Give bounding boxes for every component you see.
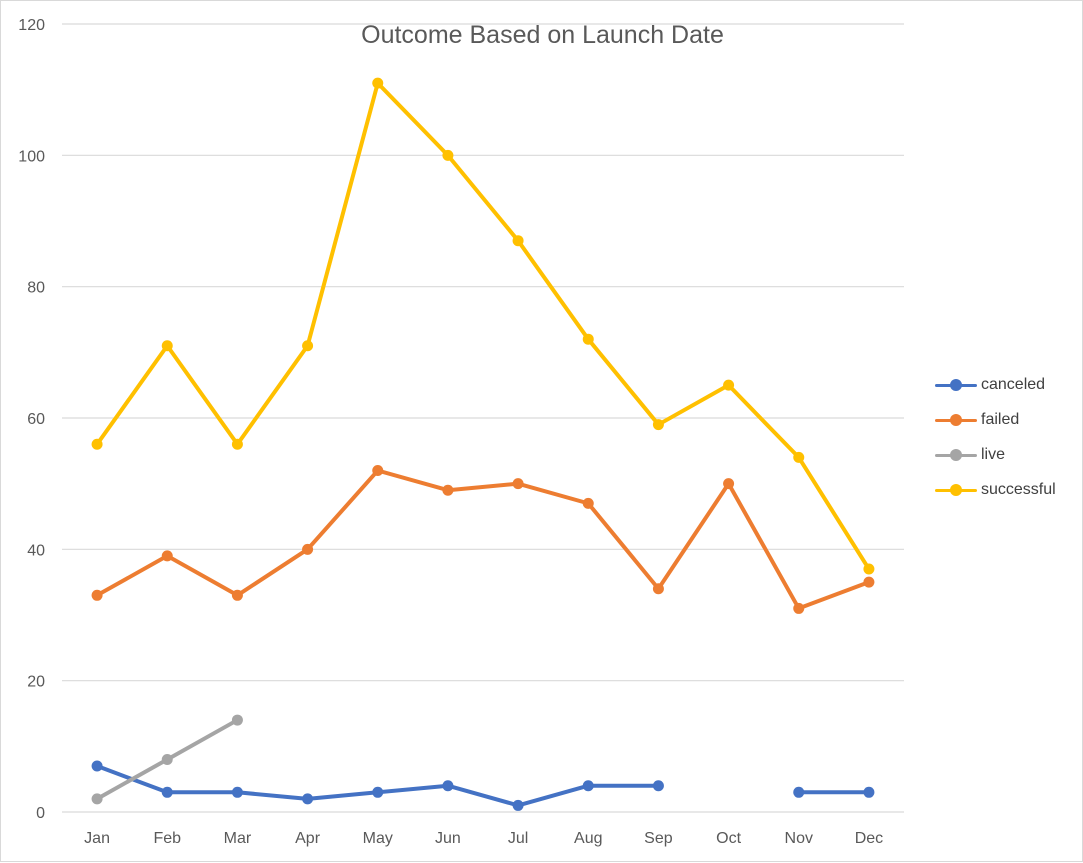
data-point — [231, 589, 243, 601]
data-point — [863, 786, 875, 798]
x-tick-label: Feb — [153, 830, 181, 847]
data-point — [512, 235, 524, 247]
data-point — [161, 786, 173, 798]
data-point — [442, 149, 454, 161]
x-tick-label: Jan — [84, 830, 110, 847]
y-tick-label: 120 — [18, 17, 45, 34]
series-line — [95, 468, 871, 611]
data-point — [723, 478, 735, 490]
legend-label: successful — [981, 480, 1056, 498]
data-point — [372, 465, 384, 477]
gridlines — [62, 23, 904, 813]
x-tick-label: May — [363, 830, 393, 847]
series-live — [91, 714, 243, 805]
data-point — [91, 793, 103, 805]
x-tick-label: Nov — [785, 830, 813, 847]
legend-item-live: live — [933, 437, 1078, 472]
x-tick-label: Aug — [574, 830, 602, 847]
data-point — [652, 419, 664, 431]
data-point — [652, 780, 664, 792]
y-tick-label: 80 — [27, 280, 45, 297]
x-tick-label: Mar — [224, 830, 252, 847]
data-point — [91, 589, 103, 601]
data-point — [652, 583, 664, 595]
data-point — [161, 753, 173, 765]
legend-item-canceled: canceled — [933, 367, 1078, 402]
data-point — [302, 543, 314, 555]
data-point — [512, 799, 524, 811]
series-line — [95, 81, 871, 572]
chart-title: Outcome Based on Launch Date — [361, 21, 724, 49]
data-point — [793, 451, 805, 463]
x-tick-label: Oct — [716, 830, 741, 847]
series-successful — [91, 77, 875, 575]
legend-item-successful: successful — [933, 472, 1078, 507]
data-point — [231, 714, 243, 726]
x-tick-label: Apr — [295, 830, 321, 847]
x-tick-label: Jun — [435, 830, 461, 847]
data-point — [793, 786, 805, 798]
series-canceled — [91, 760, 875, 811]
legend-item-failed: failed — [933, 402, 1078, 437]
data-point — [161, 340, 173, 352]
data-point — [231, 438, 243, 450]
data-point — [372, 786, 384, 798]
x-tick-label: Jul — [508, 830, 528, 847]
data-point — [512, 478, 524, 490]
y-tick-label: 40 — [27, 542, 45, 559]
series-lines — [91, 77, 875, 811]
series-failed — [91, 465, 875, 614]
legend-swatch — [933, 375, 979, 395]
y-tick-label: 60 — [27, 411, 45, 428]
data-point — [231, 786, 243, 798]
data-point — [863, 576, 875, 588]
legend-swatch — [933, 410, 979, 430]
y-tick-label: 20 — [27, 674, 45, 691]
data-point — [161, 550, 173, 562]
data-point — [91, 438, 103, 450]
legend-label: live — [981, 445, 1006, 463]
data-point — [442, 780, 454, 792]
data-point — [863, 563, 875, 575]
legend-label: canceled — [981, 375, 1046, 393]
data-point — [372, 77, 384, 89]
x-tick-label: Dec — [855, 830, 883, 847]
data-point — [723, 379, 735, 391]
y-axis-ticks: 0 20 40 60 80 100 120 — [18, 17, 45, 822]
y-tick-label: 100 — [18, 148, 45, 165]
y-tick-label: 0 — [36, 805, 45, 822]
data-point — [582, 780, 594, 792]
series-line — [95, 764, 661, 808]
legend-label: failed — [981, 410, 1020, 428]
legend-swatch — [933, 445, 979, 465]
data-point — [793, 602, 805, 614]
data-point — [302, 793, 314, 805]
data-point — [91, 760, 103, 772]
x-tick-label: Sep — [644, 830, 673, 847]
data-point — [302, 340, 314, 352]
data-point — [442, 484, 454, 496]
legend: canceled failed live successful — [933, 367, 1078, 507]
x-axis-ticks: Jan Feb Mar Apr May Jun Jul Aug Sep Oct Nov Dec — [84, 830, 883, 847]
data-point — [582, 333, 594, 345]
data-point — [582, 497, 594, 509]
legend-swatch — [933, 480, 979, 500]
